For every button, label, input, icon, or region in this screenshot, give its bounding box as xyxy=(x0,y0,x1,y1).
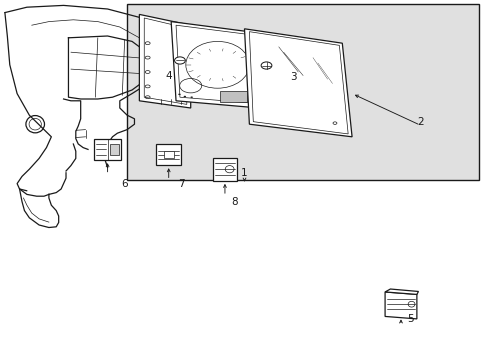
Polygon shape xyxy=(384,289,418,294)
Polygon shape xyxy=(384,292,416,319)
Polygon shape xyxy=(244,29,351,137)
Text: 2: 2 xyxy=(416,117,423,127)
Bar xyxy=(94,139,121,160)
Bar xyxy=(163,151,173,158)
Ellipse shape xyxy=(261,62,271,69)
Ellipse shape xyxy=(178,94,180,95)
Text: 5: 5 xyxy=(407,314,413,324)
Bar xyxy=(110,144,118,155)
Polygon shape xyxy=(139,14,190,108)
Polygon shape xyxy=(171,22,259,108)
Bar xyxy=(127,4,478,180)
Ellipse shape xyxy=(174,57,185,64)
Bar xyxy=(220,91,246,102)
Bar xyxy=(156,144,181,165)
Text: 7: 7 xyxy=(177,179,184,189)
Ellipse shape xyxy=(183,96,185,97)
Text: 1: 1 xyxy=(241,168,247,178)
Ellipse shape xyxy=(190,96,192,98)
Text: 6: 6 xyxy=(121,179,128,189)
Text: 3: 3 xyxy=(289,72,296,82)
Text: 4: 4 xyxy=(165,71,172,81)
Bar xyxy=(213,158,236,181)
Text: 8: 8 xyxy=(231,197,238,207)
